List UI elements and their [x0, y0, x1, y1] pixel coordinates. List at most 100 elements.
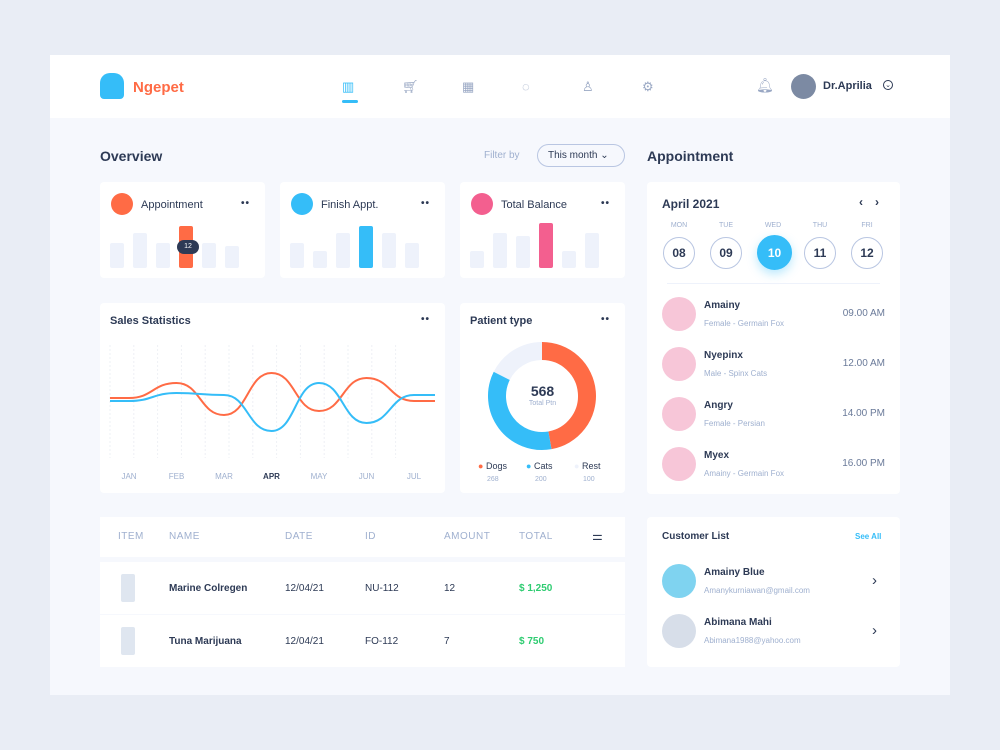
appointment-item[interactable]: Amainy Female - Germain Fox 09.00 AM: [647, 295, 900, 335]
customer-item[interactable]: Amainy Blue Amanykurniawan@gmail.com ›: [647, 562, 900, 602]
stat-bar: [470, 250, 484, 268]
month-label: JAN: [121, 472, 136, 481]
more-icon[interactable]: ••: [421, 198, 431, 209]
pet-name: Amainy: [704, 300, 741, 311]
chevron-right-icon[interactable]: ›: [872, 622, 877, 639]
month-label: MAR: [215, 472, 233, 481]
avatar[interactable]: [791, 74, 816, 99]
stat-card: Finish Appt. ••: [280, 182, 445, 278]
appointment-card: April 2021 ‹ › MON 08 TUE 09 WED 10 THU 11 F…: [647, 182, 900, 494]
item-id: NU-112: [365, 583, 399, 594]
stat-label: Total Balance: [501, 199, 568, 211]
stat-icon: [471, 193, 493, 215]
bell-icon[interactable]: 🔔︎: [756, 77, 774, 93]
legend-label: Rest: [581, 461, 601, 471]
sales-title: Sales Statistics: [110, 315, 191, 327]
pet-avatar: [662, 297, 696, 331]
divider: [667, 283, 880, 284]
customer-avatar: [662, 614, 696, 648]
item-name: Tuna Marijuana: [169, 636, 242, 647]
legend-value: 268: [487, 476, 499, 483]
appointment-time: 12.00 AM: [842, 358, 885, 369]
cart-icon[interactable]: 🛒︎: [402, 79, 419, 94]
chevron-down-icon[interactable]: ⌄: [883, 80, 893, 90]
pet-name: Angry: [704, 400, 733, 411]
user-name[interactable]: Dr.Aprilia: [823, 80, 872, 92]
customer-list-card: Customer List See All Amainy Blue Amanyk…: [647, 517, 900, 667]
column-header[interactable]: NAME: [169, 531, 200, 542]
sales-chart: JAN FEB MAR APR MAY JUN JUL: [109, 345, 435, 481]
stat-bar: [562, 250, 576, 268]
more-icon[interactable]: ••: [421, 314, 431, 325]
day-button[interactable]: 09: [710, 237, 742, 269]
calendar-icon[interactable]: ▦: [462, 79, 475, 94]
pet-avatar: [662, 447, 696, 481]
appointment-item[interactable]: Nyepinx Male - Spinx Cats 12.00 AM: [647, 345, 900, 385]
more-icon[interactable]: ••: [241, 198, 251, 209]
filter-dropdown[interactable]: This month ⌄: [537, 144, 625, 167]
stat-bar: [516, 235, 530, 268]
pet-detail: Male - Spinx Cats: [704, 369, 768, 378]
logo-icon: [100, 73, 124, 99]
stat-bar: [382, 233, 396, 268]
prev-month-button[interactable]: ‹: [859, 195, 863, 209]
stat-bar: [290, 243, 304, 268]
chat-icon[interactable]: ◌: [522, 79, 530, 94]
sales-line: [110, 381, 435, 433]
stat-card: Total Balance ••: [460, 182, 625, 278]
legend-item: ● Cats 200: [526, 461, 552, 483]
see-all-link[interactable]: See All: [855, 532, 882, 541]
customer-item[interactable]: Abimana Mahi Abimana1988@yahoo.com ›: [647, 612, 900, 652]
column-header[interactable]: DATE: [285, 531, 313, 542]
day-button[interactable]: 08: [663, 237, 695, 269]
filter-label: Filter by: [484, 150, 520, 161]
patient-total-label: Total Ptn: [528, 400, 557, 407]
weekday-label: TUE: [719, 222, 733, 229]
appointment-item[interactable]: Angry Female - Persian 14.00 PM: [647, 395, 900, 435]
pet-avatar: [662, 347, 696, 381]
appointment-item[interactable]: Myex Amainy - Germain Fox 16.00 PM: [647, 445, 900, 485]
table-row[interactable]: Marine Colregen 12/04/21 NU-112 12 $ 1,2…: [100, 562, 625, 614]
stat-bar: [110, 243, 124, 268]
month-label: APR: [263, 472, 280, 481]
legend-dot: ●: [526, 461, 532, 471]
day-button[interactable]: 12: [851, 237, 883, 269]
item-date: 12/04/21: [285, 636, 324, 647]
customer-email: Abimana1988@yahoo.com: [704, 636, 801, 645]
brand-name[interactable]: Ngepet: [133, 79, 184, 96]
column-header[interactable]: ITEM: [118, 531, 144, 542]
patient-donut: [488, 342, 596, 450]
chevron-right-icon[interactable]: ›: [872, 572, 877, 589]
customer-name: Amainy Blue: [704, 567, 765, 578]
calendar-month: April 2021: [662, 197, 720, 211]
stat-bar: [585, 233, 599, 268]
column-header[interactable]: AMOUNT: [444, 531, 491, 542]
user-icon[interactable]: ♙: [582, 79, 594, 94]
more-icon[interactable]: ••: [601, 198, 611, 209]
next-month-button[interactable]: ›: [875, 195, 879, 209]
more-icon[interactable]: ••: [601, 314, 611, 325]
gear-icon[interactable]: ⚙: [642, 79, 654, 94]
day-button[interactable]: 11: [804, 237, 836, 269]
stat-bar: [133, 233, 147, 268]
item-amount: 7: [444, 636, 450, 647]
month-label: JUL: [407, 472, 422, 481]
stat-bar: [359, 225, 373, 268]
stat-bar: [493, 233, 507, 268]
month-label: JUN: [359, 472, 375, 481]
weekday-label: WED: [764, 222, 782, 229]
nav-active-indicator: [342, 100, 358, 103]
day-button[interactable]: 10: [757, 235, 792, 270]
legend-value: 200: [535, 476, 547, 483]
customer-list-title: Customer List: [662, 531, 730, 542]
pet-name: Myex: [704, 450, 730, 461]
chart-icon[interactable]: ▥: [342, 79, 355, 94]
patient-type-card: Patient type •• 568 Total Ptn ● Dogs 268 ●…: [460, 303, 625, 493]
column-header[interactable]: TOTAL: [519, 531, 553, 542]
legend-item: ● Rest 100: [574, 461, 600, 483]
filter-settings-icon[interactable]: ⚌: [592, 529, 603, 543]
table-row[interactable]: Tuna Marijuana 12/04/21 FO-112 7 $ 750: [100, 615, 625, 667]
product-image: [121, 627, 135, 655]
pet-detail: Female - Persian: [704, 419, 765, 428]
column-header[interactable]: ID: [365, 531, 376, 542]
